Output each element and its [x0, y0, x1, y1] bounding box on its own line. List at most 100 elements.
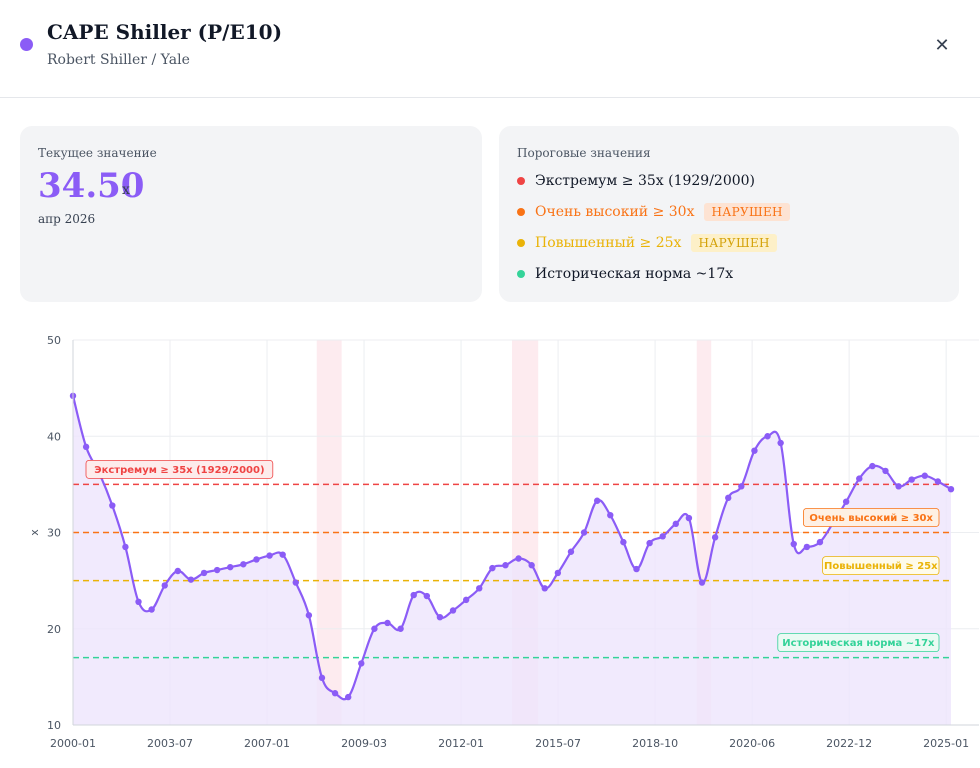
threshold-label-box: [822, 556, 940, 576]
data-point: [790, 540, 797, 548]
data-point: [253, 556, 260, 563]
data-point: [187, 576, 195, 583]
data-point: [934, 478, 942, 485]
data-point: [580, 529, 588, 536]
data-point: [397, 625, 404, 632]
data-point: [607, 511, 614, 519]
threshold-label-box: [803, 508, 940, 527]
threshold-item-elevated: Повышенный ≥ 25x НАРУШЕН: [517, 232, 777, 254]
data-point: [672, 520, 680, 528]
data-point: [148, 606, 155, 613]
data-point: [436, 614, 444, 621]
modal-header: CAPE Shiller (P/E10) Robert Shiller / Ya…: [0, 0, 980, 98]
data-point: [135, 598, 142, 605]
data-point: [279, 551, 286, 558]
threshold-dot: [517, 270, 525, 278]
y-tick-label: 50: [47, 334, 61, 347]
data-point: [200, 569, 208, 577]
data-point: [803, 543, 811, 551]
threshold-text: Историческая норма ~17x: [535, 266, 734, 282]
data-point: [515, 555, 522, 562]
x-tick-label: 2015-07: [535, 737, 581, 750]
data-point: [685, 514, 693, 522]
threshold-dot: [517, 208, 525, 216]
data-point: [213, 566, 221, 574]
breached-badge: НАРУШЕН: [704, 203, 790, 221]
data-point: [921, 472, 928, 479]
data-point: [842, 498, 850, 505]
data-point: [856, 475, 863, 482]
data-point: [358, 660, 365, 667]
threshold-label-box: [85, 459, 274, 479]
series-area: [73, 395, 951, 725]
data-point: [816, 538, 824, 546]
y-axis-label: x: [28, 529, 41, 536]
data-point: [240, 561, 247, 568]
series-color-dot: [20, 38, 33, 51]
data-point: [908, 476, 915, 483]
y-tick-label: 20: [47, 623, 61, 636]
threshold-text: Экстремум ≥ 35x (1929/2000): [535, 173, 756, 189]
y-tick-label: 10: [47, 719, 61, 732]
data-point: [751, 447, 758, 454]
data-point: [344, 693, 352, 701]
page-title: CAPE Shiller (P/E10): [47, 20, 283, 44]
data-point: [567, 548, 575, 555]
y-tick-label: 30: [47, 527, 61, 540]
data-point: [869, 462, 876, 470]
threshold-label: Историческая норма ~17x: [782, 638, 935, 649]
data-point: [161, 582, 168, 589]
threshold-label: Очень высокий ≥ 30x: [809, 513, 933, 524]
data-point: [711, 534, 719, 541]
data-point: [764, 433, 771, 440]
data-point: [698, 579, 706, 586]
breached-badge: НАРУШЕН: [691, 234, 777, 252]
threshold-label-box: [777, 633, 940, 653]
threshold-label: Экстремум ≥ 35x (1929/2000): [94, 465, 264, 476]
data-point: [82, 443, 90, 451]
data-point: [423, 592, 431, 600]
data-point: [449, 607, 457, 614]
data-point: [593, 497, 601, 504]
threshold-item-norm: Историческая норма ~17x: [517, 263, 733, 285]
data-point: [371, 625, 378, 632]
data-point: [659, 533, 666, 540]
page-subtitle: Robert Shiller / Yale: [47, 52, 190, 68]
data-point: [738, 483, 745, 490]
current-value-card: Текущее значение 34.50 x апр 2026: [20, 126, 482, 302]
data-point: [266, 552, 273, 559]
data-point: [882, 467, 889, 475]
data-point: [895, 483, 902, 490]
data-point: [122, 543, 129, 551]
x-tick-label: 2003-07: [147, 737, 193, 750]
threshold-text: Очень высокий ≥ 30x: [535, 204, 695, 220]
data-point: [384, 619, 391, 627]
data-point: [777, 439, 784, 447]
data-point: [331, 690, 339, 697]
current-value-unit: x: [122, 182, 130, 198]
data-point: [541, 585, 548, 592]
data-point: [554, 569, 562, 577]
data-point: [292, 579, 299, 586]
data-point: [528, 562, 535, 569]
x-tick-label: 2009-03: [341, 737, 387, 750]
data-point: [633, 565, 640, 573]
x-tick-label: 2018-10: [632, 737, 678, 750]
x-tick-label: 2007-01: [244, 737, 290, 750]
threshold-dot: [517, 177, 525, 185]
current-value: 34.50: [38, 166, 145, 206]
close-icon[interactable]: ✕: [934, 35, 950, 56]
current-value-date: апр 2026: [38, 212, 96, 226]
data-point: [227, 563, 234, 571]
data-point: [947, 485, 955, 493]
data-point: [502, 562, 509, 569]
data-point: [476, 585, 483, 592]
y-tick-label: 40: [47, 430, 61, 443]
x-tick-label: 2022-12: [826, 737, 872, 750]
data-point: [109, 502, 116, 509]
threshold-label: Повышенный ≥ 25x: [824, 561, 938, 572]
x-tick-label: 2025-01: [923, 737, 969, 750]
cape-chart: Экстремум ≥ 35x (1929/2000) Очень высокий…: [28, 334, 979, 750]
data-point: [620, 538, 627, 546]
data-point: [462, 596, 470, 604]
